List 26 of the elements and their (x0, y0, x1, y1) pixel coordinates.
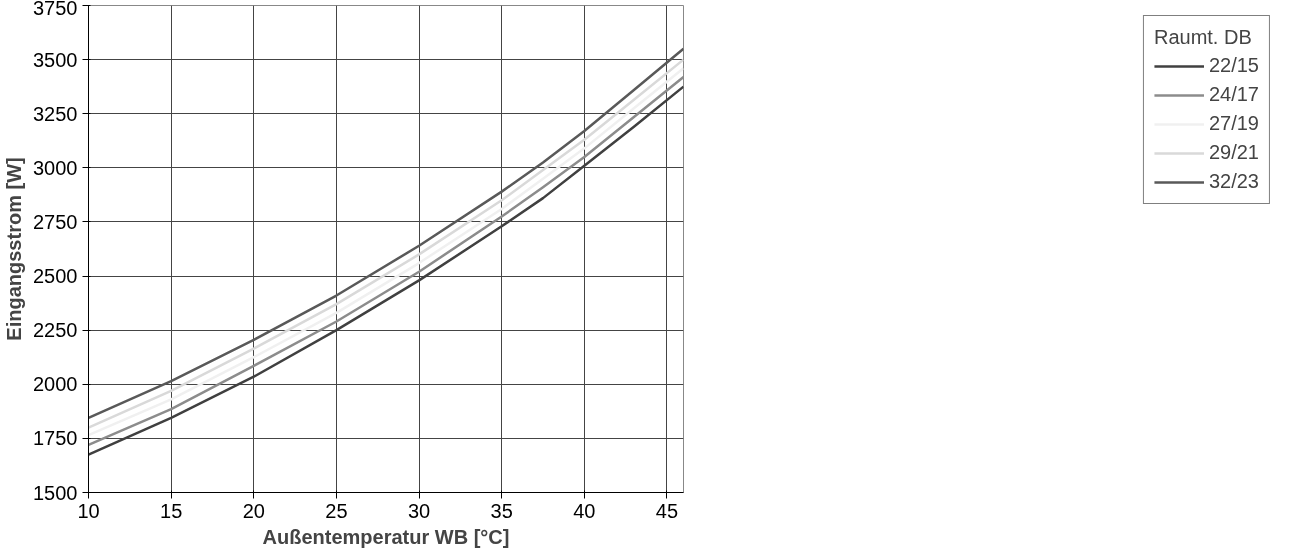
legend-label: 27/19 (1208, 112, 1259, 135)
legend-title: Raumt. DB (1153, 26, 1253, 49)
legend-label: 24/17 (1208, 83, 1259, 106)
y-tick-label: 1750 (33, 427, 78, 450)
legend-label: 29/21 (1208, 141, 1259, 164)
y-tick-label: 1500 (33, 481, 78, 504)
legend-label: 22/15 (1208, 54, 1259, 77)
y-tick-label: 2500 (33, 265, 78, 288)
x-axis-title: Außentemperatur WB [°C] (262, 525, 510, 548)
x-tick-label: 15 (160, 499, 183, 522)
x-tick-label: 20 (242, 499, 265, 522)
y-axis-title: Eingangsstrom [W] (3, 157, 26, 341)
y-tick-label: 2750 (33, 210, 78, 233)
x-tick-label: 10 (77, 499, 100, 522)
y-tick-label: 3750 (33, 0, 78, 19)
y-tick-label: 2000 (33, 373, 78, 396)
x-tick-label: 25 (325, 499, 348, 522)
x-tick-label: 30 (407, 499, 431, 522)
y-tick-label: 3500 (33, 48, 78, 71)
x-tick-label: 40 (573, 499, 596, 522)
x-tick-label: 45 (655, 499, 679, 522)
y-tick-label: 2250 (33, 319, 78, 342)
y-tick-label: 3000 (33, 156, 78, 179)
legend-label: 32/23 (1208, 170, 1259, 193)
x-tick-label: 35 (490, 499, 513, 522)
y-tick-label: 3250 (33, 102, 78, 125)
